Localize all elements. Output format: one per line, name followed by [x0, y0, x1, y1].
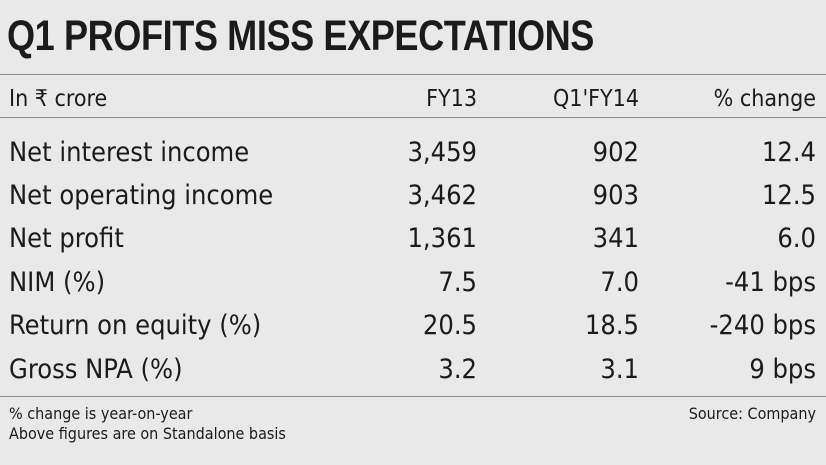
pct-change-value: 12.4 — [761, 137, 816, 168]
page-title: Q1 PROFITS MISS EXPECTATIONS — [7, 12, 594, 60]
q1fy14-value: 341 — [592, 223, 639, 254]
footnote: % change is year-on-year — [9, 404, 193, 423]
row-label: Gross NPA (%) — [9, 354, 183, 385]
pct-change-value: 6.0 — [777, 223, 816, 254]
header-fy13: FY13 — [426, 86, 477, 112]
table-row: NIM (%) 7.5 7.0 -41 bps — [0, 263, 826, 303]
q1fy14-value: 7.0 — [600, 267, 639, 298]
fy13-value: 20.5 — [422, 310, 477, 341]
footnote: Above figures are on Standalone basis — [9, 424, 286, 443]
header-pct-change: % change — [713, 86, 816, 112]
row-label: Net profit — [9, 223, 124, 254]
row-label: Net operating income — [9, 180, 274, 211]
q1fy14-value: 903 — [592, 180, 639, 211]
fy13-value: 3,459 — [407, 137, 477, 168]
table-row: Gross NPA (%) 3.2 3.1 9 bps — [0, 350, 826, 390]
pct-change-value: 9 bps — [749, 354, 816, 385]
table-row: Net profit 1,361 341 6.0 — [0, 219, 826, 259]
fy13-value: 1,361 — [407, 223, 477, 254]
pct-change-value: -240 bps — [709, 310, 816, 341]
footer-divider — [0, 396, 826, 397]
q1fy14-value: 18.5 — [584, 310, 639, 341]
fy13-value: 7.5 — [438, 267, 477, 298]
row-label: NIM (%) — [9, 267, 106, 298]
table-header: In ₹ crore FY13 Q1'FY14 % change — [0, 84, 826, 124]
title-divider — [0, 74, 826, 75]
q1fy14-value: 3.1 — [600, 354, 639, 385]
row-label: Net interest income — [9, 137, 250, 168]
header-q1fy14: Q1'FY14 — [553, 86, 639, 112]
fy13-value: 3,462 — [407, 180, 477, 211]
pct-change-value: -41 bps — [725, 267, 816, 298]
table-row: Net interest income 3,459 902 12.4 — [0, 133, 826, 173]
header-unit: In ₹ crore — [9, 86, 108, 112]
source-note: Source: Company — [688, 404, 816, 423]
pct-change-value: 12.5 — [761, 180, 816, 211]
row-label: Return on equity (%) — [9, 310, 262, 341]
q1fy14-value: 902 — [592, 137, 639, 168]
table-row: Return on equity (%) 20.5 18.5 -240 bps — [0, 306, 826, 346]
header-divider — [0, 117, 826, 118]
table-row: Net operating income 3,462 903 12.5 — [0, 176, 826, 216]
fy13-value: 3.2 — [438, 354, 477, 385]
